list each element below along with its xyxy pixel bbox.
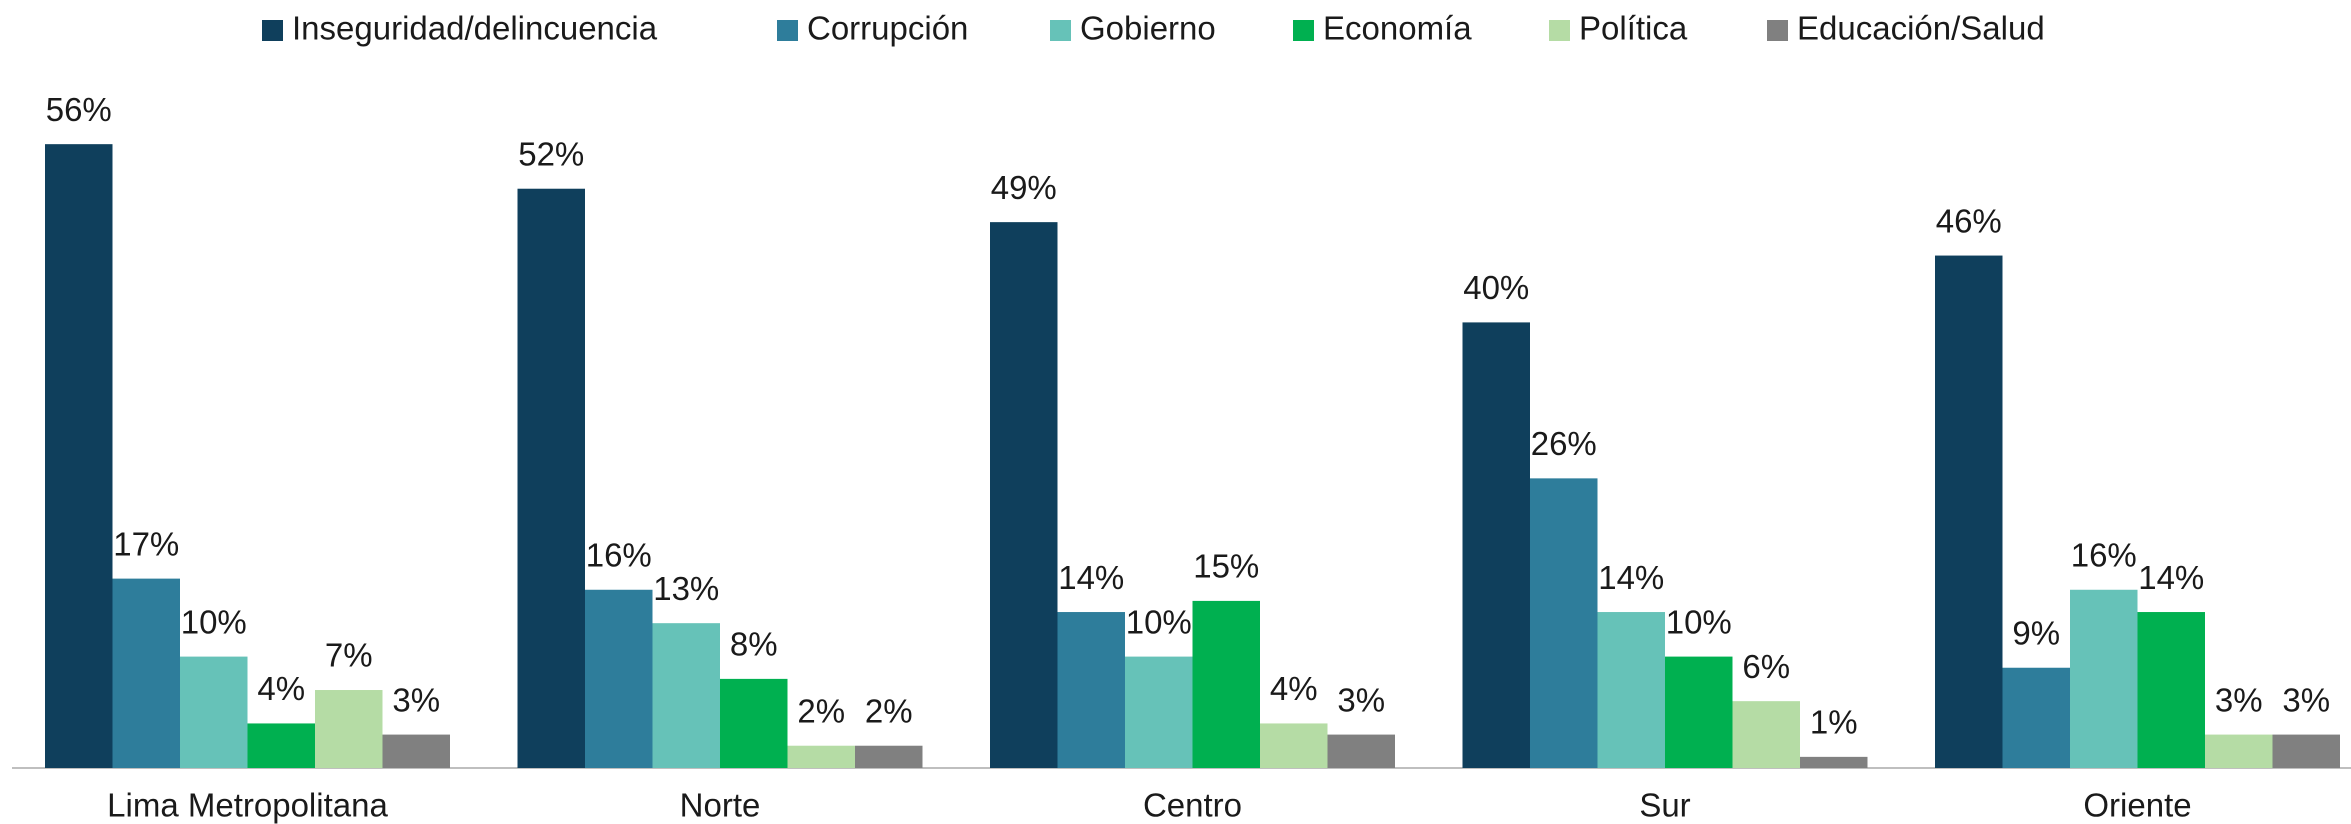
bar: [112, 578, 180, 768]
legend-swatch: [1050, 20, 1071, 41]
value-label: 16%: [2071, 536, 2137, 573]
bar: [1597, 612, 1665, 768]
legend-label: Economía: [1323, 10, 1472, 47]
value-label: 8%: [730, 626, 778, 663]
value-label: 15%: [1193, 548, 1259, 585]
legend-label: Corrupción: [807, 10, 968, 47]
value-label: 9%: [2012, 614, 2060, 651]
legend-label: Política: [1579, 10, 1688, 47]
bar: [1192, 600, 1260, 768]
value-label: 4%: [1270, 670, 1318, 707]
bar: [1327, 734, 1395, 768]
value-label: 2%: [797, 692, 845, 729]
bar: [652, 623, 720, 768]
legend-swatch: [777, 20, 798, 41]
bar: [855, 745, 923, 768]
legend-label: Educación/Salud: [1797, 10, 2045, 47]
bar: [315, 690, 383, 768]
value-label: 16%: [586, 536, 652, 573]
bar: [990, 222, 1058, 768]
bar: [585, 589, 653, 768]
value-label: 2%: [865, 692, 913, 729]
bar: [1462, 322, 1530, 768]
legend-swatch: [262, 20, 283, 41]
legend-swatch: [1293, 20, 1314, 41]
value-label: 3%: [2215, 681, 2263, 718]
value-label: 3%: [1337, 681, 1385, 718]
value-label: 3%: [2282, 681, 2330, 718]
bar: [1125, 656, 1193, 768]
bar: [2070, 589, 2138, 768]
bar: [2272, 734, 2340, 768]
value-label: 46%: [1936, 202, 2002, 239]
legend-swatch: [1549, 20, 1570, 41]
x-tick-label: Sur: [1639, 787, 1690, 824]
value-label: 14%: [1598, 559, 1664, 596]
bar: [517, 188, 585, 769]
x-tick-label: Norte: [680, 787, 761, 824]
bar: [2205, 734, 2273, 768]
bar: [45, 144, 113, 768]
legend-swatch: [1767, 20, 1788, 41]
value-label: 52%: [518, 135, 584, 172]
legend-label: Gobierno: [1080, 10, 1216, 47]
bar: [1800, 756, 1868, 768]
x-tick-label: Oriente: [2083, 787, 2191, 824]
bar: [1530, 478, 1598, 768]
x-tick-label: Lima Metropolitana: [107, 787, 388, 824]
value-label: 17%: [113, 525, 179, 562]
bar: [180, 656, 248, 768]
value-label: 7%: [325, 637, 373, 674]
bar: [382, 734, 450, 768]
bar: [1935, 255, 2003, 768]
bar: [720, 678, 788, 768]
bar: [1665, 656, 1733, 768]
value-label: 10%: [1666, 603, 1732, 640]
value-label: 1%: [1810, 704, 1858, 741]
bar: [1057, 612, 1125, 768]
value-label: 14%: [1058, 559, 1124, 596]
value-label: 14%: [2138, 559, 2204, 596]
value-label: 56%: [46, 91, 112, 128]
value-label: 10%: [181, 603, 247, 640]
value-label: 49%: [991, 169, 1057, 206]
bar: [2137, 612, 2205, 768]
value-label: 6%: [1742, 648, 1790, 685]
bar: [1260, 723, 1328, 768]
bar: [787, 745, 855, 768]
value-label: 13%: [653, 570, 719, 607]
value-label: 3%: [392, 681, 440, 718]
bar: [2002, 667, 2070, 768]
value-label: 40%: [1463, 269, 1529, 306]
legend-label: Inseguridad/delincuencia: [292, 10, 658, 47]
x-tick-label: Centro: [1143, 787, 1242, 824]
value-label: 10%: [1126, 603, 1192, 640]
value-label: 26%: [1531, 425, 1597, 462]
bar: [1732, 701, 1800, 768]
bar: [247, 723, 315, 768]
value-label: 4%: [257, 670, 305, 707]
